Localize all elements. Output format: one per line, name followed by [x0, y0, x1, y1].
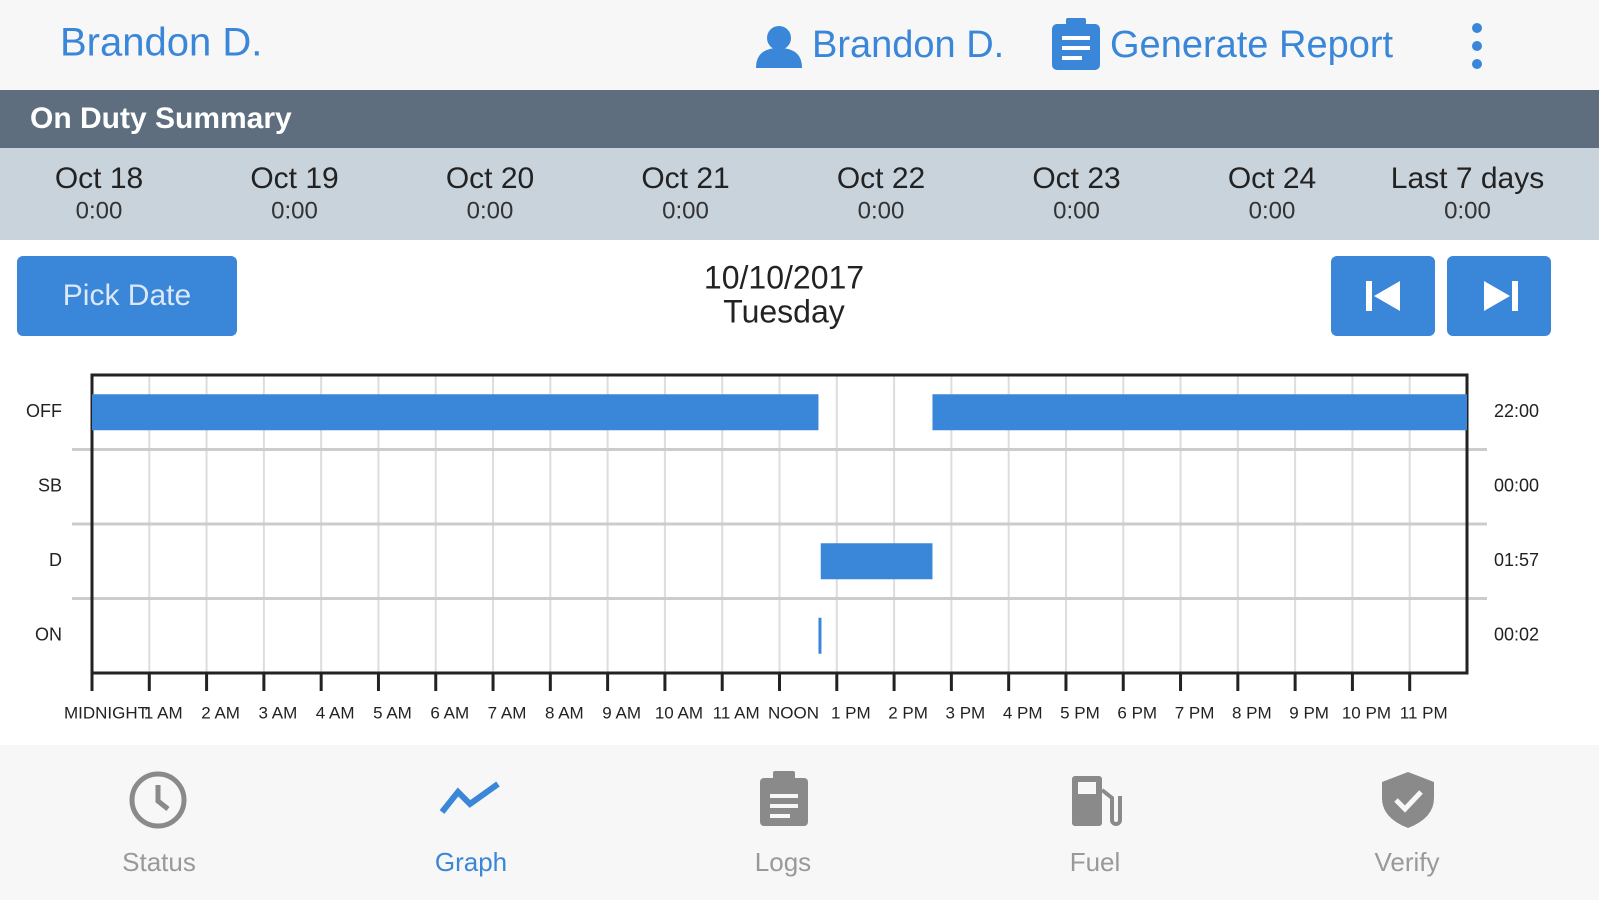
day-label: Last 7 days	[1391, 162, 1544, 195]
summary-bar	[0, 90, 1599, 148]
day-label: Oct 23	[1032, 162, 1120, 195]
day-label: Oct 18	[55, 162, 143, 195]
day-value: 0:00	[1444, 197, 1491, 224]
row-total: 22:00	[1494, 401, 1539, 421]
report-icon[interactable]	[1052, 18, 1100, 70]
x-tick-label: 10 AM	[655, 703, 703, 722]
user-icon[interactable]	[756, 26, 802, 68]
x-tick-label: 9 PM	[1289, 703, 1329, 722]
x-tick-label: 5 PM	[1060, 703, 1100, 722]
duty-segment	[818, 617, 822, 654]
day-label: Oct 20	[446, 162, 534, 195]
nav-label[interactable]: Logs	[755, 847, 811, 877]
fuel-icon[interactable]	[1072, 776, 1122, 826]
day-label: Oct 22	[837, 162, 925, 195]
x-tick-label: 9 AM	[602, 703, 641, 722]
x-tick-label: 2 PM	[888, 703, 928, 722]
row-label: SB	[38, 476, 62, 496]
x-tick-label: 7 AM	[488, 703, 527, 722]
row-label: ON	[35, 625, 62, 645]
row-label: OFF	[26, 401, 62, 421]
duty-segment	[932, 394, 1467, 431]
pick-date-label[interactable]: Pick Date	[63, 279, 191, 312]
graph-icon[interactable]	[439, 781, 500, 814]
status-icon[interactable]	[129, 771, 187, 829]
user-name[interactable]: Brandon D.	[812, 24, 1004, 66]
x-tick-label: 6 AM	[430, 703, 469, 722]
summary-title: On Duty Summary	[30, 102, 292, 135]
day-label: Oct 24	[1228, 162, 1316, 195]
prev-button[interactable]	[1331, 256, 1435, 336]
day-value: 0:00	[467, 197, 514, 224]
x-tick-label: 2 AM	[201, 703, 240, 722]
day-value: 0:00	[662, 197, 709, 224]
x-tick-label: 8 PM	[1232, 703, 1272, 722]
x-tick-label: MIDNIGHT	[64, 703, 148, 722]
day-value: 0:00	[76, 197, 123, 224]
verify-icon[interactable]	[1382, 772, 1434, 828]
day-label: Oct 19	[250, 162, 338, 195]
duty-segment	[92, 394, 819, 431]
day-value: 0:00	[271, 197, 318, 224]
x-tick-label: 1 PM	[831, 703, 871, 722]
day-label: Oct 21	[641, 162, 729, 195]
menu-button[interactable]	[1472, 23, 1482, 69]
day-value: 0:00	[1053, 197, 1100, 224]
x-tick-label: 4 PM	[1003, 703, 1043, 722]
x-tick-label: 1 AM	[144, 703, 183, 722]
day-value: 0:00	[858, 197, 905, 224]
duty-segment	[820, 543, 933, 580]
header-bar	[0, 0, 1599, 90]
logs-icon[interactable]	[760, 771, 808, 826]
days-row	[0, 148, 1599, 240]
nav-label[interactable]: Status	[122, 847, 196, 877]
row-total: 00:02	[1494, 625, 1539, 645]
x-tick-label: 7 PM	[1175, 703, 1215, 722]
next-button[interactable]	[1447, 256, 1551, 336]
nav-label[interactable]: Verify	[1374, 847, 1439, 877]
header-title: Brandon D.	[60, 21, 262, 65]
x-tick-label: 8 AM	[545, 703, 584, 722]
date: 10/10/2017	[704, 259, 864, 295]
x-tick-label: 11 PM	[1400, 703, 1448, 722]
x-tick-label: 10 PM	[1342, 703, 1391, 722]
nav-label[interactable]: Graph	[435, 847, 507, 877]
x-tick-label: 11 AM	[713, 703, 760, 722]
day-value: 0:00	[1249, 197, 1296, 224]
row-total: 01:57	[1494, 550, 1539, 570]
generate-report[interactable]: Generate Report	[1110, 24, 1393, 66]
weekday: Tuesday	[723, 293, 845, 329]
x-tick-label: 4 AM	[316, 703, 355, 722]
pick-date-button[interactable]	[17, 256, 237, 336]
x-tick-label: 3 AM	[259, 703, 298, 722]
x-tick-label: 5 AM	[373, 703, 412, 722]
x-tick-label: 6 PM	[1117, 703, 1157, 722]
x-tick-label: NOON	[768, 703, 819, 722]
row-total: 00:00	[1494, 476, 1539, 496]
x-tick-label: 3 PM	[946, 703, 986, 722]
row-label: D	[49, 550, 62, 570]
nav-label[interactable]: Fuel	[1070, 847, 1121, 877]
